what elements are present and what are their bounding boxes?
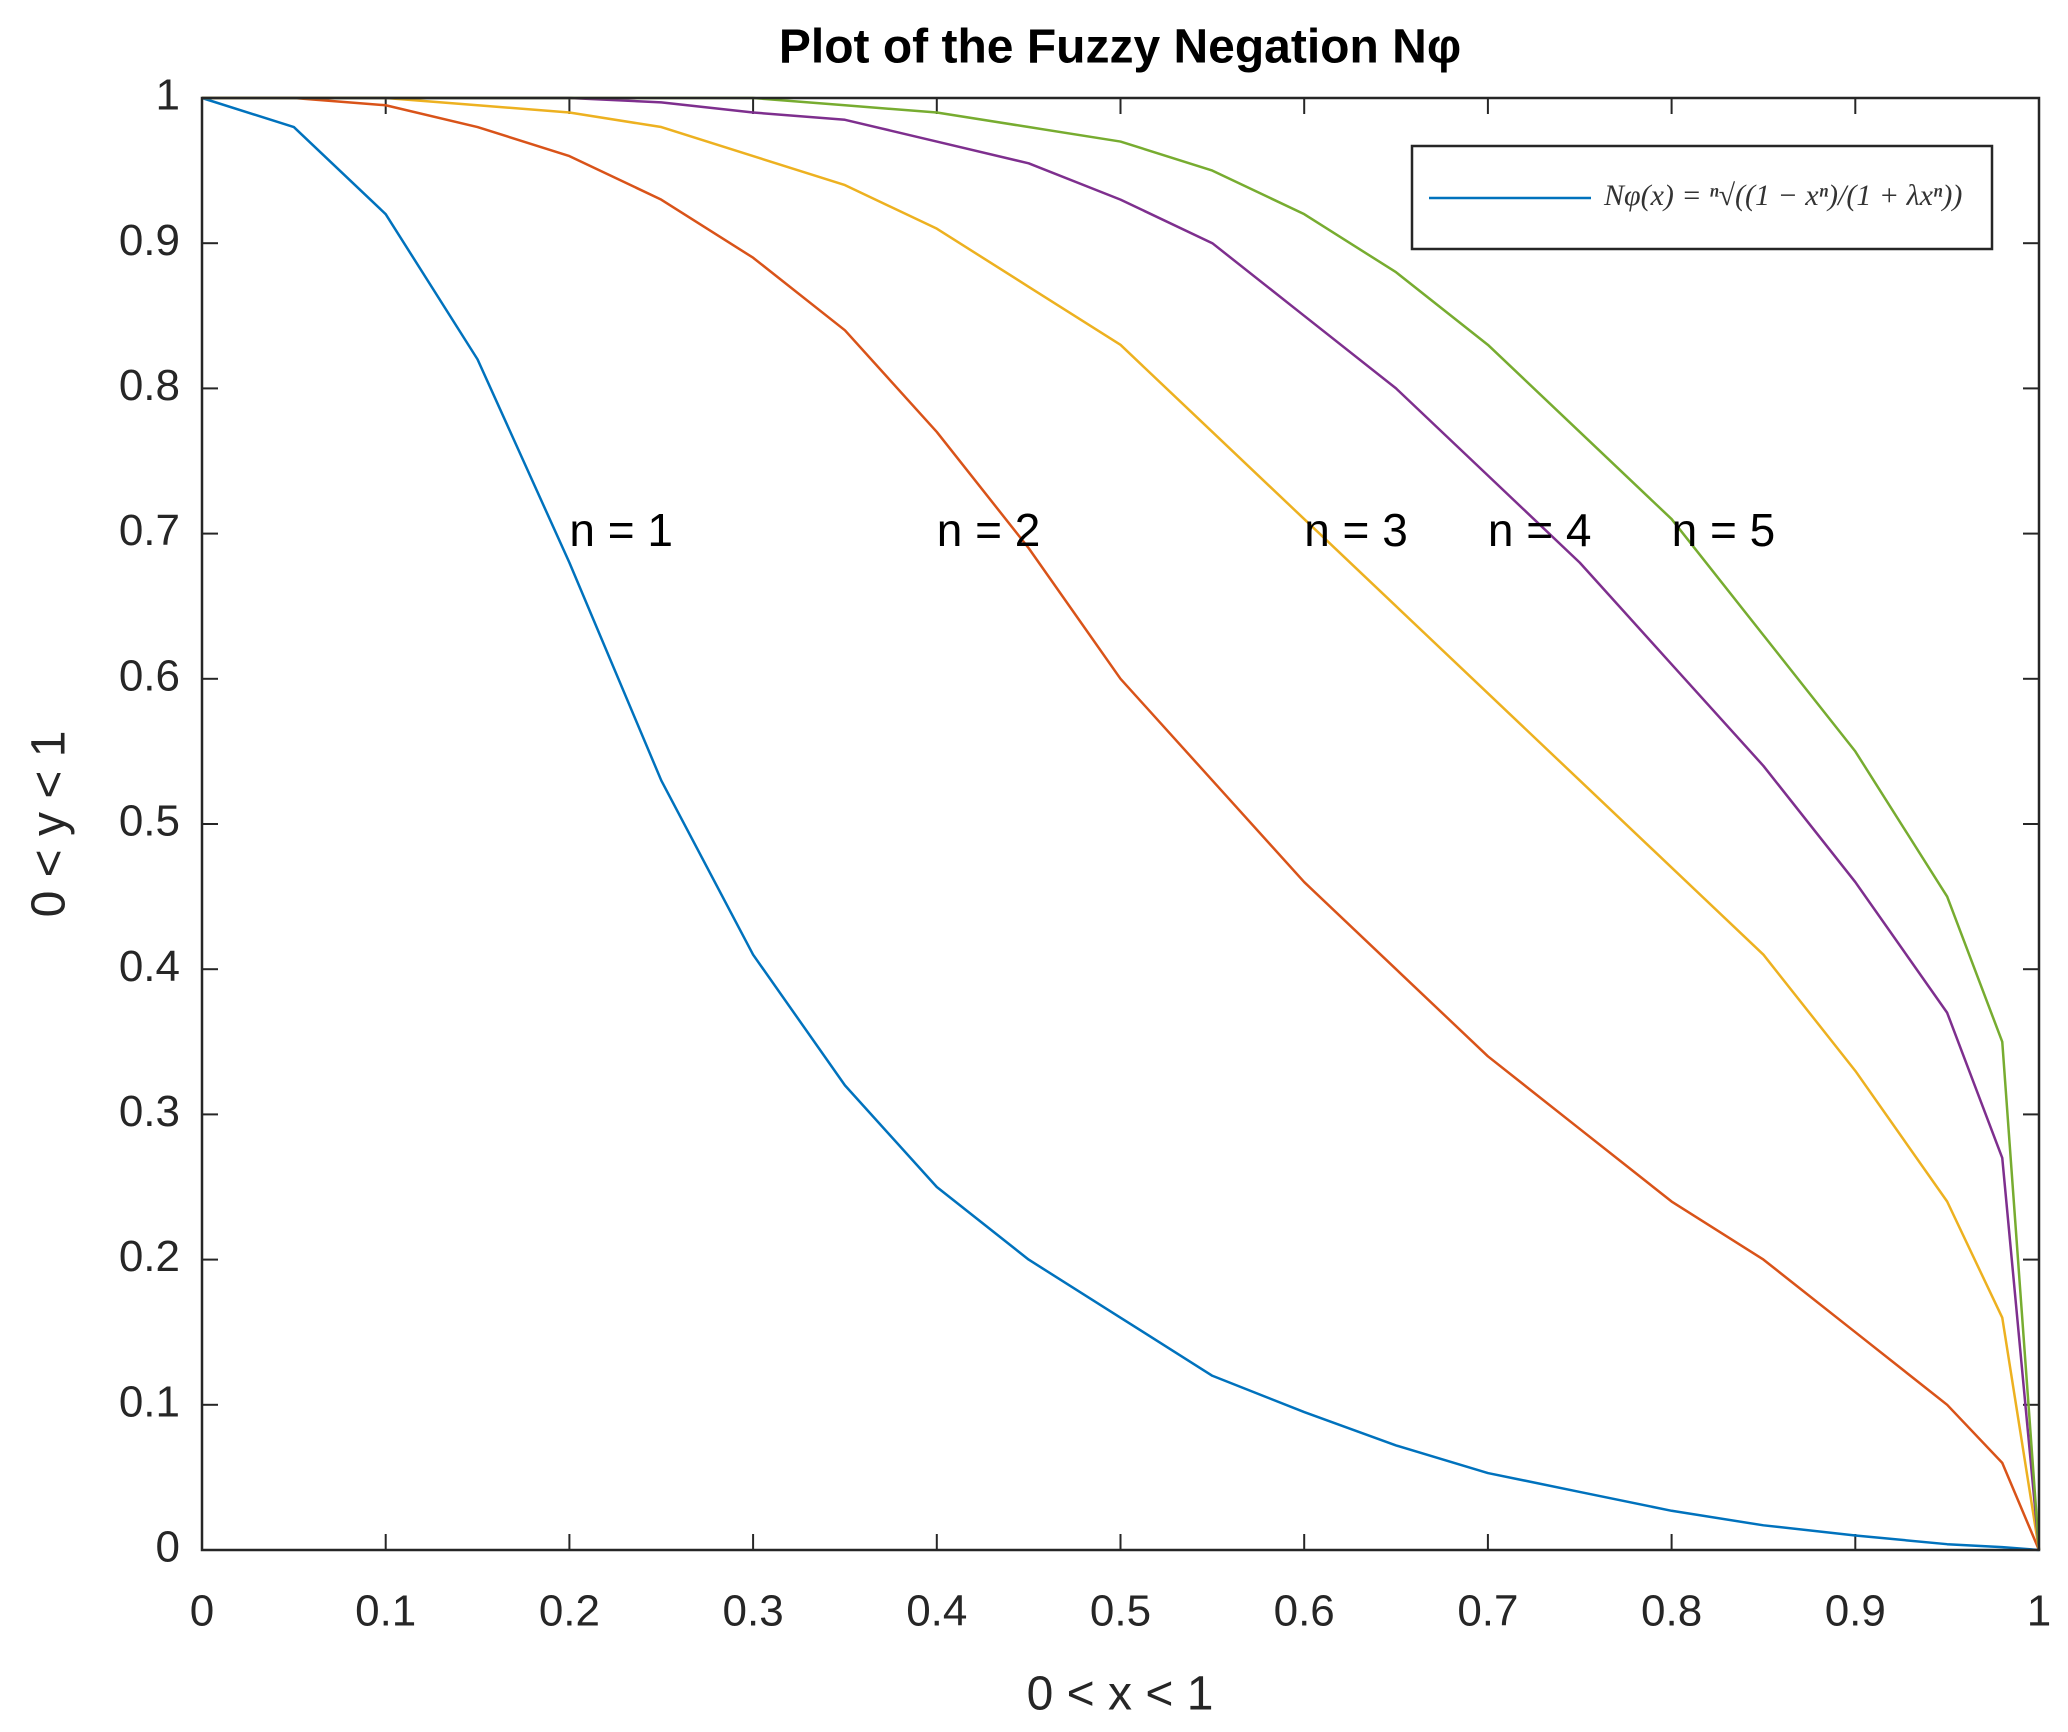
x-tick-label: 0.1 [355, 1587, 416, 1636]
annotation: n = 3 [1304, 504, 1408, 556]
y-tick-label: 0.2 [119, 1232, 180, 1281]
x-tick-label: 0.3 [723, 1587, 784, 1636]
x-tick-label: 0.4 [906, 1587, 967, 1636]
x-tick-label: 0.9 [1825, 1587, 1886, 1636]
y-axis-label: 0 < y < 1 [23, 731, 76, 918]
x-axis-label: 0 < x < 1 [1027, 1668, 1214, 1721]
x-tick-label: 0.7 [1457, 1587, 1518, 1636]
annotation: n = 5 [1672, 504, 1776, 556]
annotation: n = 1 [569, 504, 673, 556]
y-tick-label: 0.9 [119, 216, 180, 265]
y-tick-label: 1 [156, 71, 180, 120]
x-tick-label: 1 [2027, 1587, 2051, 1636]
axes-box [200, 96, 2041, 1552]
y-tick-label: 0.3 [119, 1087, 180, 1136]
annotation: n = 4 [1488, 504, 1592, 556]
x-tick-label: 0 [190, 1587, 214, 1636]
x-tick-label: 0.2 [539, 1587, 600, 1636]
x-tick-label: 0.6 [1274, 1587, 1335, 1636]
series-line [202, 96, 2041, 1551]
x-tick-label: 0.8 [1641, 1587, 1702, 1636]
y-tick-label: 0.7 [119, 506, 180, 555]
y-tick-label: 0.1 [119, 1377, 180, 1426]
annotation: n = 2 [937, 504, 1041, 556]
y-tick-label: 0.5 [119, 797, 180, 846]
plot-area [202, 98, 2039, 1550]
chart-title: Plot of the Fuzzy Negation Nφ [779, 21, 1461, 74]
y-tick-label: 0.4 [119, 942, 180, 991]
series-line [201, 96, 2040, 1552]
legend-label: Nφ(x) = ⁿ√((1 − xⁿ)/(1 + λxⁿ)) [1603, 179, 1962, 212]
y-tick-label: 0.6 [119, 651, 180, 700]
y-tick-label: 0 [156, 1523, 180, 1572]
x-tick-label: 0.5 [1090, 1587, 1151, 1636]
y-tick-label: 0.8 [119, 361, 180, 410]
series-line [202, 96, 2041, 1551]
